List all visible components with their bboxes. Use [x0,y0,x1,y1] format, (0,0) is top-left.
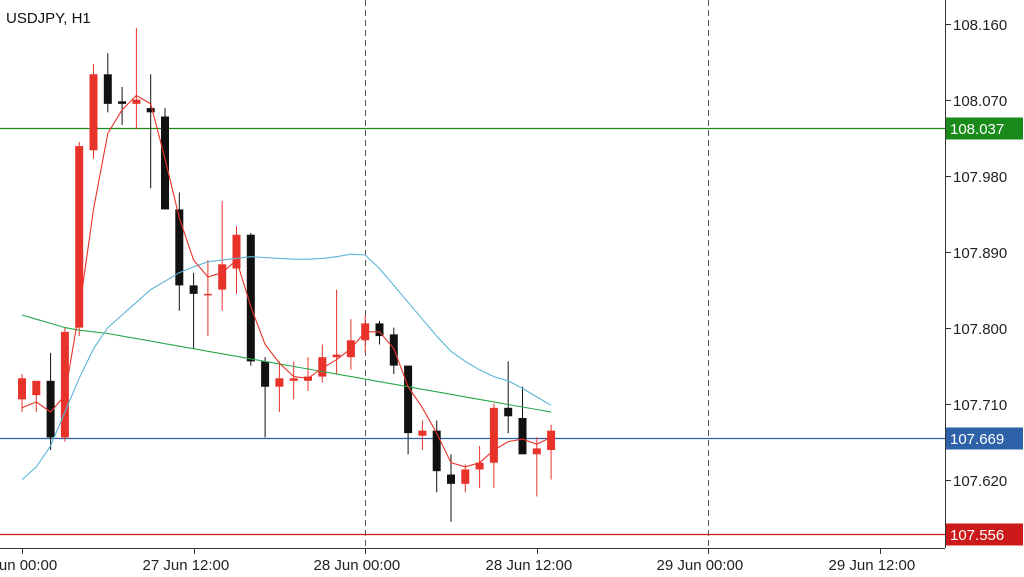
price-tags: 108.037 107.669 107.556 [946,117,1023,546]
candle-body-10 [161,116,169,210]
candle-body-36 [532,448,541,455]
candle-body-35 [518,417,527,455]
y-tick-label-1: 108.070 [953,93,1007,110]
period-separators [365,0,709,548]
x-tick-label-5: 29 Jun 12:00 [829,557,916,574]
candle-body-32 [475,462,484,470]
x-tick-label-1: 27 Jun 12:00 [143,557,230,574]
candle-body-13 [203,293,212,296]
candle-body-5 [89,74,98,151]
candle-body-31 [461,469,470,484]
price-tag-label-0: 108.037 [950,121,1004,138]
candle-body-6 [103,74,112,104]
price-tag-label-1: 107.669 [950,431,1004,448]
x-tick-label-2: 28 Jun 00:00 [314,557,401,574]
candle-body-17 [261,361,270,387]
candle-body-18 [275,378,284,387]
candle-body-14 [218,264,227,290]
price-tag-label-2: 107.556 [950,527,1004,544]
y-tick-label-4: 107.800 [953,321,1007,338]
candle-body-0 [18,378,26,400]
x-tick-label-3: 28 Jun 12:00 [486,557,573,574]
candle-body-34 [504,407,513,417]
y-tick-label-5: 107.710 [953,397,1007,414]
candle-body-7 [118,101,127,104]
candle-body-21 [318,357,327,377]
y-tick-label-2: 107.980 [953,169,1007,186]
candle-body-19 [289,378,298,381]
candle-body-1 [32,380,41,396]
x-tick-label-4: 29 Jun 00:00 [657,557,744,574]
ma-fast-line [21,94,552,468]
ma-slow-line [21,314,552,413]
candle-body-3 [60,331,69,438]
x-tick-label-0: 27 Jun 00:00 [0,557,57,574]
price-tag-bg-0 [946,117,1023,140]
x-axis: 27 Jun 00:00 27 Jun 12:00 28 Jun 00:00 28 J… [0,548,915,574]
moving-averages [21,94,552,481]
candle-body-4 [75,146,84,328]
plot-background [0,0,945,548]
candle-body-33 [489,407,498,463]
y-tick-label-6: 107.620 [953,473,1007,490]
candle-body-2 [46,380,55,438]
price-tag-bg-2 [946,523,1023,546]
candle-body-12 [189,285,198,294]
candle-body-37 [547,430,556,451]
ma-mid-line [21,253,552,481]
candle-body-29 [432,430,441,472]
y-tick-label-0: 108.160 [953,17,1007,34]
candle-body-30 [447,474,455,484]
candle-body-25 [375,323,384,337]
candle-body-22 [332,354,341,358]
candle-body-15 [232,234,241,269]
candle-body-28 [418,430,427,436]
candle-body-11 [175,209,184,286]
candle-body-16 [246,234,255,362]
candle-body-9 [146,108,155,113]
candle-body-8 [132,99,141,104]
chart-title: USDJPY, H1 [6,10,91,27]
price-tag-bg-1 [946,427,1023,450]
candle-body-27 [404,365,413,434]
candles [18,27,556,522]
y-axis: 108.160 108.070 107.980 107.890 107.800 107.7… [945,17,1007,490]
y-tick-label-3: 107.890 [953,245,1007,262]
